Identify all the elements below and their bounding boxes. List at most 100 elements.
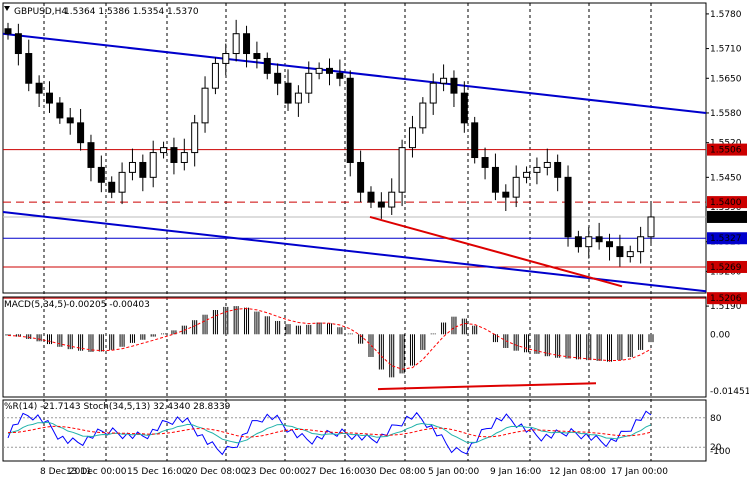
main-price-panel[interactable]: 1.57801.57101.56501.55801.55201.54501.53…	[2, 2, 747, 461]
y-tick-label: 1.5580	[710, 109, 742, 119]
candle-body	[77, 122, 85, 144]
stochastic-signal-line	[7, 425, 652, 438]
candle-body	[408, 127, 416, 149]
level-price-tag	[707, 260, 747, 273]
macd-tick-label: 0.00	[710, 330, 730, 340]
candle-body	[243, 33, 251, 55]
macd-panel-border	[2, 296, 707, 398]
oscillator-panel[interactable]: 80 20-100	[2, 399, 731, 462]
candle-body	[564, 176, 572, 238]
candle-body	[222, 53, 230, 64]
candle-body	[35, 82, 43, 94]
candle-body	[357, 161, 365, 193]
oscillator-panel-border	[2, 399, 707, 462]
candle-body	[616, 246, 624, 258]
candle-body	[637, 236, 645, 253]
candle-body	[201, 87, 209, 124]
candle-body	[543, 161, 551, 168]
ohlc-readout: 1.5364 1.5386 1.5354 1.5370	[64, 7, 199, 17]
candle-body	[502, 191, 510, 198]
x-axis-label: 30 Dec 08:00	[365, 467, 426, 477]
stochastic-main-line	[7, 421, 652, 444]
candle-body	[419, 102, 427, 129]
candle-body	[45, 92, 53, 104]
candle-body	[263, 57, 271, 74]
oscillator-tick-label: 20	[710, 443, 722, 453]
macd-panel[interactable]: 0.00 -0.01451	[2, 296, 749, 398]
y-tick-label: 1.5710	[710, 45, 742, 55]
candle-body	[554, 161, 562, 178]
candle-body	[471, 122, 479, 159]
current-price-label: 1.5370	[710, 213, 742, 223]
macd-signal-line	[7, 307, 652, 370]
level-price-label: 1.5506	[710, 146, 742, 156]
x-axis-label: 27 Dec 16:00	[305, 467, 366, 477]
oscillator-tick-label: -100	[710, 447, 731, 457]
candle-body	[533, 166, 541, 173]
candle-body	[118, 171, 126, 193]
y-tick-label: 1.5190	[710, 302, 742, 312]
candle-body	[149, 152, 157, 178]
level-price-tag	[707, 292, 747, 305]
candle-body	[585, 236, 593, 248]
channel-price-label: 1.5327	[710, 234, 742, 244]
price-divergence-line[interactable]	[369, 215, 623, 288]
level-price-tag	[707, 143, 747, 156]
candle-body	[14, 33, 22, 55]
x-axis-label: 5 Jan 00:00	[428, 467, 480, 477]
candle-body	[253, 53, 261, 59]
x-axis-label: 17 Jan 00:00	[611, 467, 668, 477]
candle-body	[450, 77, 458, 94]
upper-channel-line[interactable]	[2, 32, 707, 114]
level-price-tag	[707, 196, 747, 209]
candle-body	[460, 92, 468, 124]
candle-body	[647, 216, 655, 238]
candle-body	[336, 72, 344, 79]
symbol-label: GBPUSD,H4	[14, 7, 67, 17]
x-axis-label: 23 Dec 00:00	[245, 467, 306, 477]
main-panel-border	[2, 2, 707, 294]
candle-body	[626, 251, 634, 258]
level-price-label: 1.5206	[710, 294, 742, 304]
x-axis-label: 9 Jan 16:00	[490, 467, 542, 477]
candle-body	[56, 102, 64, 119]
candle-body	[346, 77, 354, 163]
candle-body	[128, 161, 136, 173]
candle-body	[398, 147, 406, 193]
y-tick-label: 1.5780	[710, 10, 742, 20]
candle-body	[294, 92, 302, 104]
x-axis-label: 15 Dec 16:00	[127, 467, 188, 477]
macd-divergence-line[interactable]	[377, 382, 597, 391]
candle-body	[97, 166, 105, 183]
x-axis-label: 13 Dec 00:00	[66, 467, 127, 477]
collapse-arrow-icon[interactable]	[4, 6, 10, 11]
macd-title: MACD(5,34,5)	[4, 300, 67, 310]
candle-body	[481, 157, 489, 168]
candle-body	[139, 161, 147, 178]
channel-price-tag	[707, 232, 747, 245]
candle-body	[595, 236, 603, 243]
candle-body	[180, 152, 188, 163]
candle-body	[284, 82, 292, 104]
oscillator-title: %R(14) -21.7143 Stoch(34,5,13) 32.4340 2…	[4, 402, 231, 412]
y-tick-label: 1.5450	[710, 173, 742, 183]
candle-body	[108, 181, 116, 193]
candle-body	[367, 191, 375, 203]
candle-body	[523, 171, 531, 178]
candle-body	[388, 191, 396, 208]
candle-body	[377, 201, 385, 208]
x-axis-label: 8 Dec 2011	[40, 467, 92, 477]
candle-body	[87, 142, 95, 168]
y-tick-label: 1.5650	[710, 74, 742, 84]
candle-body	[326, 67, 333, 74]
candle-body	[491, 166, 499, 193]
candle-body	[211, 62, 219, 89]
williams-r-line	[7, 410, 652, 456]
candle-body	[315, 67, 323, 74]
candle-body	[25, 53, 33, 84]
candle-body	[66, 117, 74, 124]
candle-body	[606, 241, 614, 248]
x-axis-label: 12 Jan 08:00	[549, 467, 606, 477]
